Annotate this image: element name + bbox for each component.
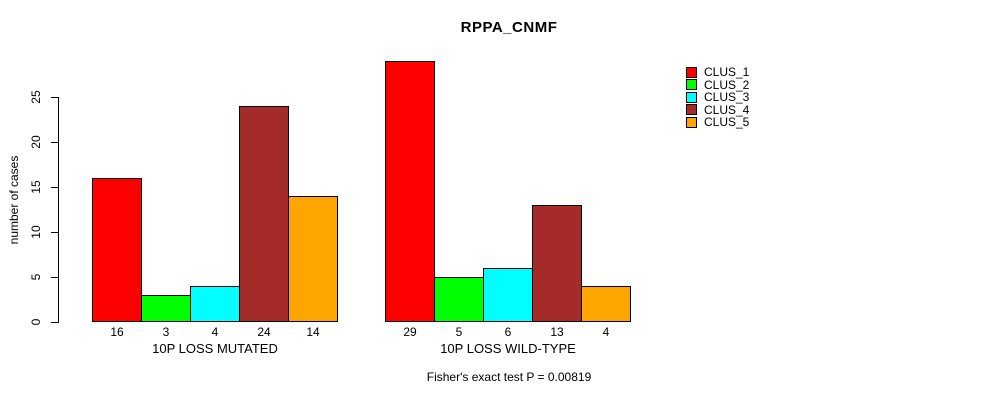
legend-row-clus_3: CLUS_3 xyxy=(686,91,749,104)
bar-clus_4-group1 xyxy=(239,106,289,322)
bar-clus_2-group2 xyxy=(434,277,484,322)
y-tick-label: 20 xyxy=(29,135,43,149)
bar-clus_5-group2 xyxy=(581,286,631,322)
bar-value-label: 13 xyxy=(550,325,564,339)
legend-label: CLUS_5 xyxy=(704,115,750,130)
y-tick-mark xyxy=(51,187,59,188)
bar-clus_1-group2 xyxy=(385,61,435,322)
y-tick-mark xyxy=(51,322,59,323)
bar-value-label: 5 xyxy=(455,325,463,339)
legend-swatch-icon xyxy=(686,104,697,116)
y-tick-label: 10 xyxy=(29,225,43,239)
y-tick-mark xyxy=(51,232,59,233)
legend-label: CLUS_2 xyxy=(704,77,750,92)
bar-clus_5-group1 xyxy=(288,196,338,322)
bar-clus_2-group1 xyxy=(141,295,191,322)
legend-label: CLUS_3 xyxy=(704,90,750,105)
y-tick-label: 0 xyxy=(29,318,43,326)
legend-swatch-icon xyxy=(686,116,697,128)
y-tick-label: 5 xyxy=(29,273,43,281)
bar-value-label: 24 xyxy=(257,325,271,339)
legend-row-clus_5: CLUS_5 xyxy=(686,116,749,129)
legend-label: CLUS_1 xyxy=(704,65,750,80)
group-label-2: 10P LOSS WILD-TYPE xyxy=(440,341,576,356)
bar-value-label: 6 xyxy=(504,325,512,339)
y-tick-label: 15 xyxy=(29,180,43,194)
legend-swatch-icon xyxy=(686,91,697,103)
legend-row-clus_2: CLUS_2 xyxy=(686,79,749,92)
group-label-1: 10P LOSS MUTATED xyxy=(152,341,278,356)
y-tick-mark xyxy=(51,277,59,278)
y-axis-line xyxy=(58,97,59,323)
legend: CLUS_1 CLUS_2 CLUS_3 CLUS_4 CLUS_5 xyxy=(686,66,749,129)
y-tick-label: 25 xyxy=(29,90,43,104)
legend-swatch-icon xyxy=(686,79,697,91)
fisher-test-annotation: Fisher's exact test P = 0.00819 xyxy=(426,370,592,384)
bar-value-label: 16 xyxy=(110,325,124,339)
bar-value-label: 4 xyxy=(211,325,219,339)
legend-row-clus_4: CLUS_4 xyxy=(686,104,749,117)
bar-value-label: 3 xyxy=(162,325,170,339)
bar-clus_3-group2 xyxy=(483,268,533,322)
legend-row-clus_1: CLUS_1 xyxy=(686,66,749,79)
bar-value-label: 4 xyxy=(602,325,610,339)
y-tick-mark xyxy=(51,97,59,98)
y-tick-mark xyxy=(51,142,59,143)
bar-value-label: 29 xyxy=(403,325,417,339)
bar-value-label: 14 xyxy=(306,325,320,339)
bar-clus_1-group1 xyxy=(92,178,142,322)
y-axis-label: number of cases xyxy=(7,155,21,245)
bar-clus_3-group1 xyxy=(190,286,240,322)
legend-swatch-icon xyxy=(686,66,697,78)
chart-title: RPPA_CNMF xyxy=(460,19,558,36)
bar-clus_4-group2 xyxy=(532,205,582,322)
legend-label: CLUS_4 xyxy=(704,102,750,117)
